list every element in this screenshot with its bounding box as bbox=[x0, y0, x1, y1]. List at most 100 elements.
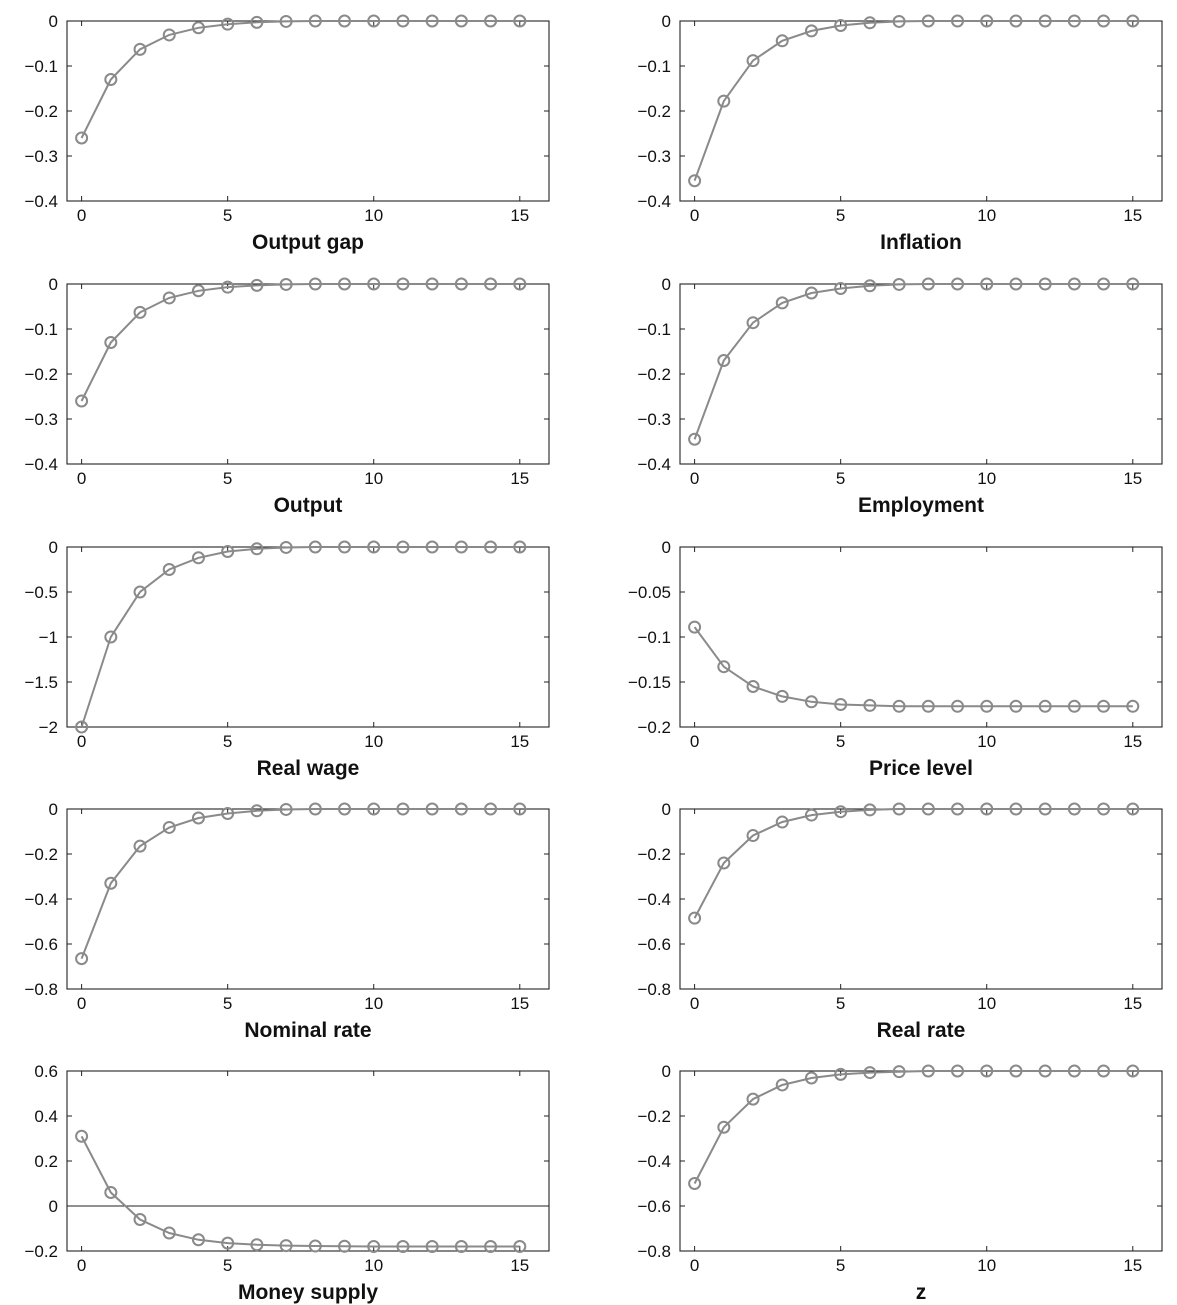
data-point bbox=[951, 277, 965, 291]
data-point bbox=[1097, 802, 1111, 816]
data-point bbox=[513, 277, 527, 291]
data-point bbox=[834, 282, 848, 295]
data-point bbox=[1097, 277, 1111, 291]
data-point bbox=[75, 131, 89, 145]
panel-nominal-rate: 0 −0.2 −0.4 −0.6 −0.8 0 5 10 15 Nominal rate bbox=[24, 800, 550, 1042]
y-tick-label: −0.4 bbox=[637, 192, 671, 211]
data-point bbox=[804, 286, 818, 300]
x-tick-label: 15 bbox=[1123, 1256, 1142, 1275]
y-tick-label: 0 bbox=[49, 275, 58, 294]
data-point bbox=[104, 1186, 118, 1199]
data-point bbox=[1067, 802, 1081, 816]
series-line bbox=[80, 1135, 520, 1248]
y-tick-label: −1.5 bbox=[24, 673, 58, 692]
y-tick-label: 0 bbox=[49, 800, 58, 819]
data-point bbox=[250, 804, 264, 818]
data-point bbox=[191, 284, 205, 298]
data-point bbox=[513, 14, 527, 28]
data-point bbox=[221, 807, 235, 820]
data-point bbox=[980, 699, 994, 713]
data-point bbox=[191, 551, 205, 565]
data-point bbox=[1067, 699, 1081, 713]
y-tick-label: −0.8 bbox=[24, 980, 58, 999]
data-point bbox=[1009, 802, 1023, 816]
data-point bbox=[338, 540, 352, 554]
panel-title: z bbox=[916, 1281, 927, 1304]
panel-output-gap: 0 −0.1 −0.2 −0.3 −0.4 0 5 10 15 Output gap bbox=[24, 12, 550, 254]
x-tick-label: 10 bbox=[364, 469, 383, 488]
data-point bbox=[775, 34, 789, 48]
y-tick-label: 0 bbox=[662, 1062, 671, 1081]
data-point bbox=[191, 1233, 205, 1247]
x-tick-label: 15 bbox=[1123, 994, 1142, 1013]
x-tick-label: 5 bbox=[836, 206, 845, 225]
y-tick-label: −0.1 bbox=[24, 57, 58, 76]
data-point bbox=[133, 42, 147, 56]
y-tick-label: −0.2 bbox=[24, 365, 58, 384]
data-point bbox=[1067, 1064, 1081, 1078]
y-tick-label: 0 bbox=[662, 275, 671, 294]
x-tick-label: 15 bbox=[1123, 206, 1142, 225]
data-point bbox=[133, 839, 147, 853]
x-tick-label: 10 bbox=[977, 469, 996, 488]
x-tick-label: 0 bbox=[77, 994, 86, 1013]
data-point bbox=[221, 280, 235, 294]
data-point bbox=[892, 802, 906, 816]
data-point bbox=[1009, 1064, 1023, 1078]
data-point bbox=[191, 811, 205, 825]
data-point bbox=[338, 14, 352, 28]
data-point bbox=[892, 14, 906, 28]
data-point bbox=[396, 540, 410, 554]
data-point bbox=[1067, 277, 1081, 291]
data-point bbox=[1009, 699, 1023, 713]
data-point bbox=[308, 277, 322, 291]
y-tick-label: −0.2 bbox=[24, 102, 58, 121]
panel-inflation: 0 −0.1 −0.2 −0.3 −0.4 0 5 10 15 Inflation bbox=[637, 12, 1163, 254]
x-tick-label: 0 bbox=[690, 994, 699, 1013]
series-line bbox=[693, 283, 1133, 440]
data-point bbox=[921, 699, 935, 713]
data-point bbox=[804, 24, 818, 38]
data-point bbox=[717, 94, 731, 108]
data-point bbox=[221, 545, 235, 558]
data-point bbox=[717, 1120, 731, 1134]
data-point bbox=[1009, 14, 1023, 28]
data-point bbox=[513, 802, 527, 816]
data-point bbox=[892, 1065, 906, 1079]
panel-employment: 0 −0.1 −0.2 −0.3 −0.4 0 5 10 15 Employment bbox=[637, 275, 1163, 517]
data-point bbox=[746, 1092, 760, 1106]
panel-title: Output bbox=[274, 494, 343, 517]
data-point bbox=[1126, 802, 1140, 816]
data-point bbox=[921, 802, 935, 816]
series-line bbox=[80, 20, 520, 139]
data-point bbox=[162, 291, 176, 305]
x-tick-label: 0 bbox=[690, 206, 699, 225]
panel-real-wage: 0 −0.5 −1 −1.5 −2 0 5 10 15 Real wage bbox=[24, 538, 550, 780]
data-point bbox=[367, 1240, 381, 1253]
data-point bbox=[1038, 802, 1052, 816]
data-point bbox=[308, 540, 322, 554]
panel-title: Nominal rate bbox=[244, 1019, 371, 1042]
data-point bbox=[279, 277, 293, 291]
data-point bbox=[951, 1064, 965, 1078]
data-point bbox=[484, 1240, 498, 1253]
y-tick-label: −1 bbox=[39, 628, 58, 647]
y-tick-label: −0.6 bbox=[637, 935, 671, 954]
series-line bbox=[693, 626, 1133, 708]
data-point bbox=[396, 802, 410, 816]
data-point bbox=[279, 540, 293, 554]
plot-frame bbox=[66, 546, 550, 728]
x-tick-label: 10 bbox=[364, 206, 383, 225]
data-point bbox=[746, 829, 760, 843]
data-point bbox=[804, 1071, 818, 1085]
data-point bbox=[221, 1236, 235, 1250]
x-tick-label: 5 bbox=[223, 206, 232, 225]
data-point bbox=[775, 815, 789, 829]
data-point bbox=[863, 279, 877, 293]
data-point bbox=[1038, 277, 1052, 291]
x-tick-label: 10 bbox=[977, 206, 996, 225]
data-point bbox=[104, 73, 118, 86]
data-point bbox=[425, 277, 439, 291]
data-point bbox=[221, 17, 235, 31]
